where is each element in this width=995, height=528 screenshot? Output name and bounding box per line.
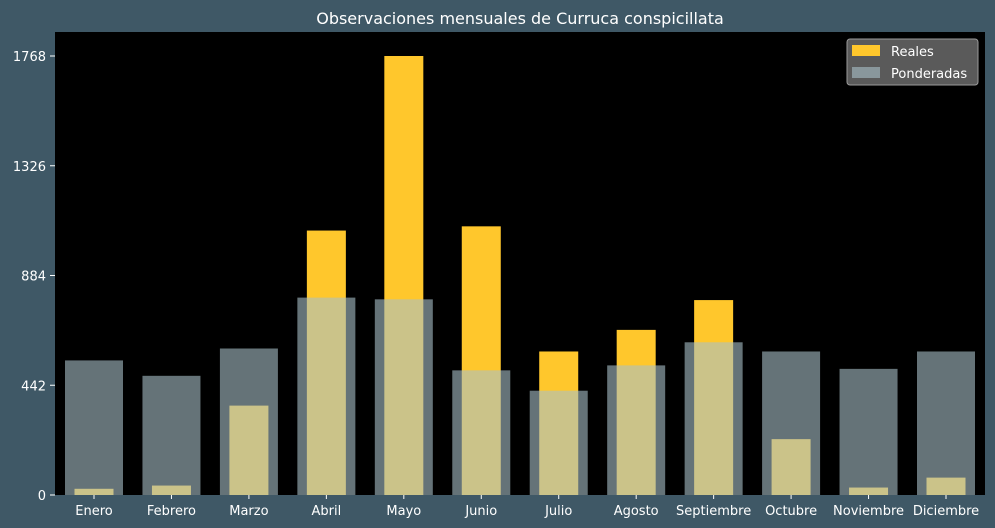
x-tick-label: Marzo (229, 504, 268, 519)
bar-ponderadas-febrero (142, 375, 201, 495)
legend-label-ponderadas: Ponderadas (891, 67, 967, 82)
bar-ponderadas-junio (452, 370, 511, 495)
x-tick-label: Septiembre (676, 504, 751, 519)
bar-ponderadas-diciembre (917, 351, 975, 495)
x-tick-label: Enero (75, 504, 113, 519)
bar-ponderadas-enero (65, 360, 123, 495)
legend: Reales Ponderadas (846, 38, 979, 86)
x-tick-label: Noviembre (833, 504, 904, 519)
axes-layer: 0 442 884 1326 1768 Enero Febrero Marzo Abril May… (13, 50, 979, 519)
y-tick-label: 884 (21, 270, 46, 285)
y-tick-label: 1768 (13, 50, 46, 65)
y-tick-label: 442 (21, 379, 46, 394)
bar-ponderadas-mayo (374, 299, 433, 495)
x-tick-label: Diciembre (913, 504, 979, 519)
x-tick-label: Abril (312, 504, 342, 519)
y-tick-label: 0 (38, 489, 46, 504)
legend-swatch-ponderadas (852, 67, 880, 78)
bar-ponderadas-marzo (219, 348, 278, 495)
y-tick-label: 1326 (13, 160, 46, 175)
bars-layer (65, 56, 975, 495)
x-tick-label: Agosto (614, 504, 659, 519)
bar-ponderadas-agosto (607, 365, 666, 495)
bar-ponderadas-septiembre (684, 342, 743, 495)
bar-ponderadas-noviembre (839, 368, 898, 495)
bar-ponderadas-julio (529, 390, 588, 495)
bar-ponderadas-abril (297, 297, 356, 495)
x-tick-label: Julio (544, 504, 572, 519)
bar-ponderadas-octubre (762, 351, 821, 495)
legend-swatch-reales (852, 45, 880, 56)
x-tick-label: Octubre (765, 504, 817, 519)
legend-label-reales: Reales (891, 45, 934, 60)
x-tick-label: Mayo (386, 504, 421, 519)
chart-title: Observaciones mensuales de Curruca consp… (316, 9, 724, 28)
x-tick-label: Febrero (147, 504, 196, 519)
x-tick-label: Junio (464, 504, 497, 519)
plot-area (55, 32, 985, 495)
